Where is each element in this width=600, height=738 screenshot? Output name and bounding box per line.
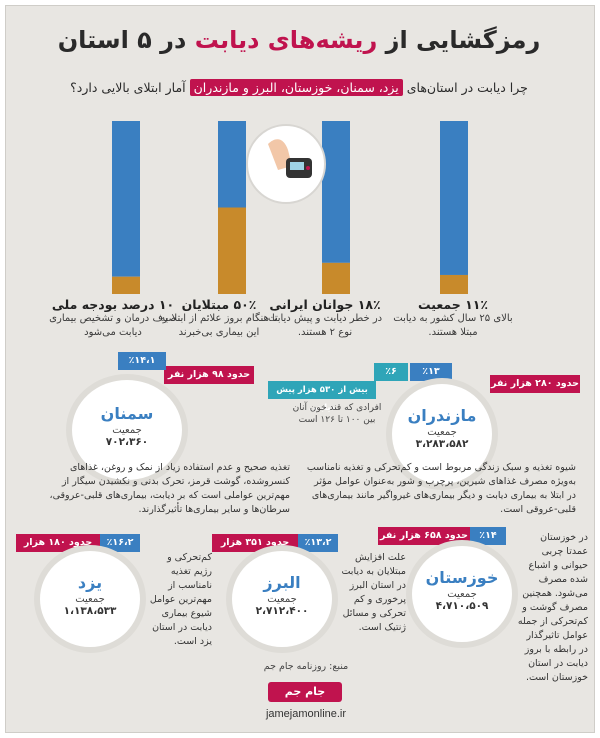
bar-1-remainder (440, 121, 468, 275)
bar-2-value (322, 262, 350, 294)
subtitle-highlight: یزد، سمنان، خوزستان، البرز و مازندران (189, 79, 403, 96)
mazandaran-name: مازندران (407, 406, 477, 425)
alborz-name: البرز (263, 573, 301, 592)
mazandaran-prediabetic-badge: بیش از ۵۳۰ هزار پیش دیابتی (268, 381, 376, 413)
yazd-pop-label: جمعیت (75, 594, 105, 605)
yazd-percent-badge: ٪۱۶،۲ (100, 534, 140, 552)
mazandaran-prediabetic-note: افرادی که قند خون آنان بین ۱۰۰ تا ۱۲۶ اس… (292, 403, 382, 425)
yazd-count-badge: حدود ۱۸۰ هزار نفر (16, 534, 100, 566)
alborz-population: ۲،۷۱۲،۴۰۰ (255, 605, 309, 617)
semnan-pop-label: جمعیت (112, 425, 142, 436)
semnan-text: تغذیه صحیح و عدم استفاده زیاد از نمک و ر… (49, 462, 290, 515)
bar-label-4: ۱۰ درصد بودجه ملی صرف درمان و تشخیص بیما… (48, 298, 178, 340)
khuzestan-text: در خوزستان عمدتا چربی حیوانی و اشباع شده… (517, 532, 588, 683)
bar-label-2-headline: ۱۸٪ جوانان ایرانی (269, 297, 381, 312)
bar-label-1-headline: ۱۱٪ جمعیت (417, 297, 489, 312)
source-credit: منبع: روزنامه جام جم (263, 661, 349, 672)
yazd-text: کم‌تحرکی و رژیم تغذیه نامناسب از مهم‌تری… (149, 552, 212, 647)
bar-label-1-text: بالای ۲۵ سال کشور به دیابت مبتلا هستند. (393, 313, 513, 338)
bar-1-value (440, 274, 468, 294)
bar-2-remainder (322, 121, 350, 263)
mazandaran-pre-percent-badge: ٪۶ (374, 363, 408, 381)
mazandaran-circle: مازندران جمعیت ۳،۲۸۳،۵۸۲ (392, 384, 492, 484)
semnan-population: ۷۰۲،۳۶۰ (105, 436, 149, 448)
khuzestan-circle: خوزستان جمعیت ۴،۷۱۰،۵۰۹ (412, 546, 512, 642)
semnan-percent-badge: ٪۱۴،۱ (118, 352, 166, 370)
title-part1: رمزگشایی از (385, 26, 541, 54)
yazd-name: یزد (77, 573, 103, 592)
mazandaran-count-badge: حدود ۲۸۰ هزار نفر (490, 375, 580, 393)
infographic-card: رمزگشایی از ریشه‌های دیابت در ۵ استان چر… (5, 5, 595, 733)
bar-4-value (112, 276, 140, 294)
bar-3-value (218, 207, 246, 294)
title-accent: ریشه‌های دیابت (194, 26, 378, 54)
semnan-name: سمنان (100, 404, 154, 423)
bar-label-3-headline: ۵۰٪ مبتلایان (181, 297, 257, 312)
khuzestan-name: خوزستان (425, 568, 499, 587)
alborz-circle: البرز جمعیت ۲،۷۱۲،۴۰۰ (232, 551, 332, 647)
bar-label-3-text: تا هنگام بروز علائم از ابتلا به این بیما… (160, 313, 278, 338)
subtitle: چرا دیابت در استان‌های یزد، سمنان، خوزست… (44, 79, 554, 96)
bar-4-remainder (112, 121, 140, 277)
alborz-percent-badge: ٪۱۳،۲ (298, 534, 338, 552)
bar-3-remainder (218, 121, 246, 208)
page-title: رمزگشایی از ریشه‌های دیابت در ۵ استان (34, 26, 564, 54)
subtitle-after: آمار ابتلای بالایی دارد؟ (70, 80, 186, 95)
bar-label-2-text: در خطر دیابت و پیش دیابت نوع ۲ هستند. (267, 313, 383, 338)
subtitle-before: چرا دیابت در استان‌های (406, 80, 528, 95)
title-part2: در ۵ استان (57, 26, 187, 54)
bar-label-1: ۱۱٪ جمعیت بالای ۲۵ سال کشور به دیابت مبت… (388, 298, 518, 340)
khuzestan-pop-label: جمعیت (447, 589, 477, 600)
jamejam-logo: جام جم (268, 682, 342, 702)
bar-label-4-headline: ۱۰ درصد بودجه ملی (51, 297, 175, 312)
semnan-count-badge: حدود ۹۸ هزار نفر (164, 366, 254, 384)
yazd-population: ۱،۱۳۸،۵۳۳ (63, 605, 117, 617)
website-url: jamejamonline.ir (265, 708, 347, 720)
mazandaran-population: ۳،۲۸۳،۵۸۲ (415, 438, 469, 450)
khuzestan-percent-badge: ٪۱۴ (470, 527, 506, 545)
alborz-pop-label: جمعیت (267, 594, 297, 605)
bar-label-3: ۵۰٪ مبتلایان تا هنگام بروز علائم از ابتل… (154, 298, 284, 340)
mazandaran-percent-badge: ٪۱۳ (410, 363, 452, 381)
alborz-count-badge: حدود ۳۵۱ هزار نفر (212, 534, 298, 566)
mazandaran-text: شیوه تغذیه و سبک زندگی مربوط است و کم‌تح… (306, 462, 576, 515)
khuzestan-population: ۴،۷۱۰،۵۰۹ (435, 600, 489, 612)
semnan-circle: سمنان جمعیت ۷۰۲،۳۶۰ (72, 380, 182, 480)
yazd-circle: یزد جمعیت ۱،۱۳۸،۵۳۳ (40, 551, 140, 647)
bar-label-2: ۱۸٪ جوانان ایرانی در خطر دیابت و پیش دیا… (260, 298, 390, 340)
mazandaran-pop-label: جمعیت (427, 427, 457, 438)
khuzestan-count-badge: حدود ۶۵۸ هزار نفر (378, 527, 470, 545)
bar-label-4-text: صرف درمان و تشخیص بیماری دیابت می‌شود (49, 313, 177, 338)
bar-chart (112, 121, 468, 294)
alborz-text: علت افزایش مبتلایان به دیابت در استان ال… (341, 552, 406, 633)
glucose-meter-icon (246, 124, 326, 204)
